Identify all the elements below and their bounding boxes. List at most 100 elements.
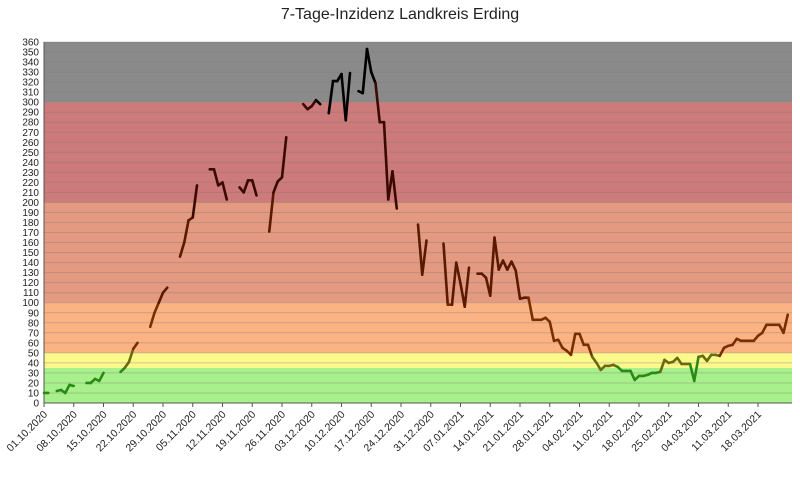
series-segment <box>131 341 139 351</box>
series-segment <box>272 180 280 194</box>
band-300-360 <box>44 42 792 103</box>
y-tick-label: 140 <box>22 258 39 269</box>
series-segment <box>212 168 220 187</box>
series-segment <box>493 236 501 271</box>
y-tick-label: 40 <box>28 358 40 369</box>
y-tick-label: 50 <box>28 348 40 359</box>
series-segment <box>340 72 348 122</box>
series-segment <box>191 184 199 219</box>
y-tick-label: 170 <box>22 228 39 239</box>
series-segment <box>760 323 768 335</box>
y-tick-label: 250 <box>22 148 39 159</box>
series-segment <box>556 338 564 350</box>
series-segment <box>782 313 790 335</box>
y-tick-label: 80 <box>28 318 40 329</box>
y-tick-label: 10 <box>28 388 40 399</box>
incidence-bands <box>44 42 792 403</box>
series-segment <box>63 383 71 395</box>
series-segment <box>416 223 424 276</box>
y-tick-label: 0 <box>33 399 39 410</box>
series-segment <box>374 81 382 124</box>
y-tick-label: 100 <box>22 298 39 309</box>
y-tick-label: 320 <box>22 78 39 89</box>
series-segment <box>718 346 726 358</box>
series-segment <box>629 369 637 382</box>
y-tick-label: 20 <box>28 378 40 389</box>
y-tick-label: 210 <box>22 188 39 199</box>
y-tick-label: 190 <box>22 208 39 219</box>
y-tick-label: 290 <box>22 108 39 119</box>
y-tick-label: 310 <box>22 88 39 99</box>
series-segment <box>267 191 275 233</box>
series-segment <box>314 98 322 106</box>
series-segment <box>527 296 535 322</box>
y-tick-label: 30 <box>28 368 40 379</box>
series-segment <box>382 120 390 201</box>
series-segment <box>501 259 509 271</box>
series-segment <box>442 242 450 307</box>
series-segment <box>161 286 169 294</box>
series-segment <box>365 47 373 74</box>
y-tick-label: 240 <box>22 158 39 169</box>
y-tick-label: 230 <box>22 168 39 179</box>
gridlines <box>43 41 792 404</box>
band-35-50 <box>44 352 792 368</box>
chart-title: 7-Tage-Inzidenz Landkreis Erding <box>280 6 520 23</box>
series-segment <box>514 269 522 301</box>
y-tick-label: 160 <box>22 238 39 249</box>
band-200-300 <box>44 102 792 203</box>
series-segment <box>250 179 258 197</box>
series-segment <box>595 361 603 372</box>
y-tick-label: 300 <box>22 98 39 109</box>
series-segment <box>463 266 471 309</box>
y-tick-label: 340 <box>22 58 39 69</box>
y-tick-label: 150 <box>22 248 39 259</box>
series-segment <box>450 261 458 307</box>
y-tick-label: 330 <box>22 68 39 79</box>
series-segment <box>127 347 135 364</box>
y-axis-ticks: 0102030405060708090100110120130140150160… <box>22 38 39 410</box>
series-segment <box>391 170 399 210</box>
band-50-100 <box>44 302 792 353</box>
series-segment <box>344 71 352 122</box>
x-axis-ticks: 01.10.202008.10.202015.10.202022.10.2020… <box>4 403 764 454</box>
y-tick-label: 220 <box>22 178 39 189</box>
series-segment <box>242 179 250 194</box>
y-tick-label: 60 <box>28 338 40 349</box>
y-tick-label: 130 <box>22 268 39 279</box>
series-segment <box>454 261 462 285</box>
series-segment <box>692 355 700 383</box>
series-segment <box>178 241 186 258</box>
series-segment <box>369 70 377 85</box>
y-tick-label: 90 <box>28 308 40 319</box>
series-segment <box>569 332 577 357</box>
series-segment <box>361 47 369 95</box>
series-segment <box>578 332 586 347</box>
y-tick-label: 120 <box>22 278 39 289</box>
y-tick-label: 360 <box>22 38 39 49</box>
y-tick-label: 350 <box>22 48 39 59</box>
y-tick-label: 70 <box>28 328 40 339</box>
y-tick-label: 280 <box>22 118 39 129</box>
series-segment <box>97 371 105 383</box>
y-tick-label: 260 <box>22 138 39 149</box>
series-segment <box>182 219 190 244</box>
series-segment <box>510 260 518 272</box>
series-segment <box>221 181 229 201</box>
series-segment <box>548 320 556 343</box>
y-tick-label: 270 <box>22 128 39 139</box>
y-tick-label: 110 <box>23 288 39 299</box>
series-segment <box>488 236 496 298</box>
y-tick-label: 200 <box>22 198 39 209</box>
series-segment <box>68 383 76 388</box>
band-0-35 <box>44 367 792 403</box>
series-segment <box>327 79 335 115</box>
series-segment <box>586 343 594 359</box>
series-segment <box>148 311 156 329</box>
band-100-200 <box>44 202 792 303</box>
y-tick-label: 180 <box>22 218 39 229</box>
series-segment <box>153 301 161 315</box>
series-segment <box>280 135 288 179</box>
series-segment <box>157 291 165 305</box>
